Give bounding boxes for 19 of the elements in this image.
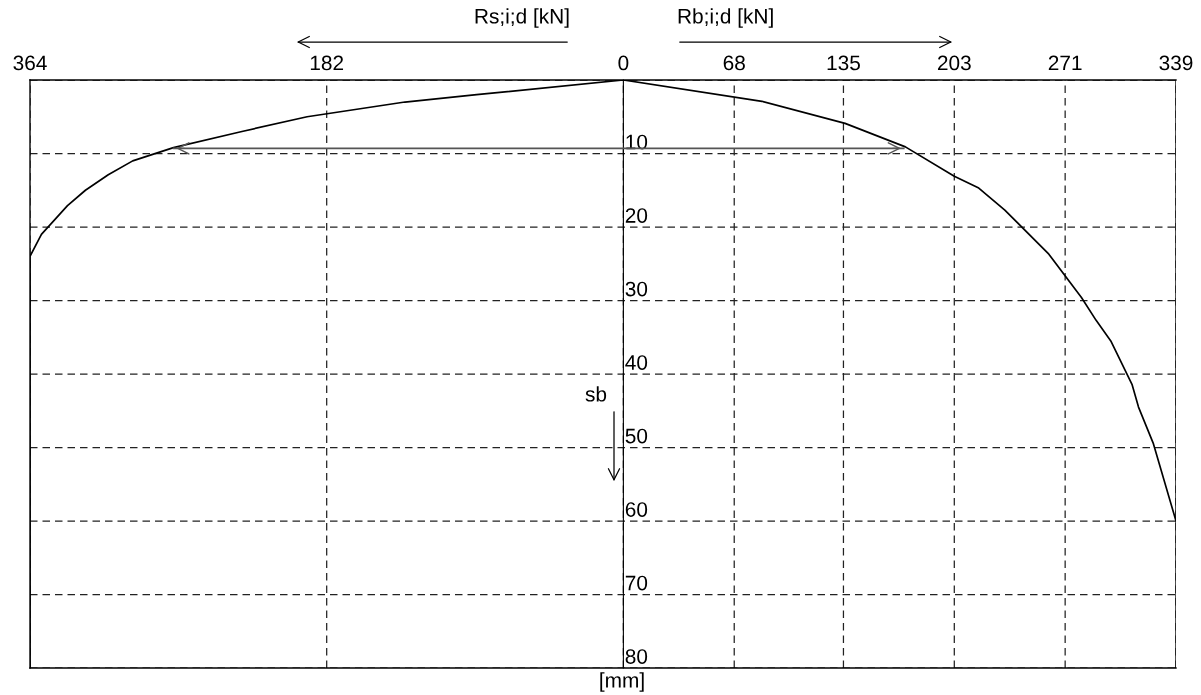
y-tick-label: 70 <box>625 575 648 591</box>
y-tick-label: 80 <box>625 649 648 664</box>
x-tick-label: 364 <box>13 55 47 71</box>
y-tick-label: 30 <box>625 281 648 297</box>
x-tick-label: 182 <box>310 55 344 71</box>
text: Rs;i;d [kN] <box>475 8 569 28</box>
x-tick-label: 339 <box>1159 55 1193 71</box>
x-tick-label: 0 <box>618 55 629 71</box>
x-tick-label: 135 <box>827 55 860 71</box>
y-tick-label: 20 <box>625 208 648 223</box>
text: Rb;i;d [kN] <box>678 8 773 28</box>
text: [mm] <box>600 672 644 692</box>
x-tick-label: 203 <box>937 55 971 71</box>
y-tick-label: 60 <box>625 502 648 517</box>
x-tick-label: 271 <box>1048 55 1082 71</box>
y-tick-label: 40 <box>625 355 648 370</box>
y-tick-label: 50 <box>625 428 648 444</box>
x-tick-label: 68 <box>723 55 745 71</box>
annotation: sb <box>585 386 607 402</box>
